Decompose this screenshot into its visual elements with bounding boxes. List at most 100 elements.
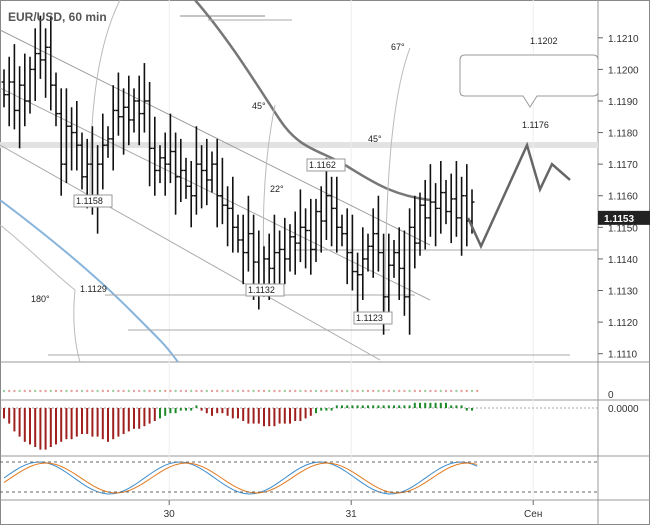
y-tick-label: 1.1120 xyxy=(608,318,638,329)
histogram-bar xyxy=(434,402,437,408)
current-price-label: 1.1153 xyxy=(604,214,634,225)
signal-dot xyxy=(242,389,245,393)
signal-dot xyxy=(288,389,292,393)
indicator-panels: 0 0.0000 xyxy=(0,389,639,495)
chart-title: EUR/USD, 60 min xyxy=(8,10,107,24)
signal-dot xyxy=(236,389,240,393)
signal-dot xyxy=(299,389,302,393)
signal-dot xyxy=(138,389,141,393)
price-label: 1.1123 xyxy=(356,313,383,323)
histogram-bar xyxy=(34,408,37,447)
histogram-bar xyxy=(153,408,156,421)
histogram-bar xyxy=(325,408,328,411)
histogram-bar xyxy=(372,405,375,408)
arc xyxy=(0,224,81,363)
signal-dot xyxy=(195,389,198,393)
histogram-bar xyxy=(13,408,16,432)
signal-dot xyxy=(106,389,110,393)
histogram-bar xyxy=(471,408,473,411)
histogram-bar xyxy=(169,408,172,414)
y-tick-label: 1.1160 xyxy=(608,192,638,203)
signal-dot xyxy=(205,389,208,393)
histogram-bar xyxy=(39,408,42,450)
histogram-bar xyxy=(226,408,229,416)
signal-dot xyxy=(325,389,328,393)
signal-dot xyxy=(408,389,411,393)
signal-dot xyxy=(190,389,193,393)
histogram-bar xyxy=(200,408,203,411)
signal-dot xyxy=(54,389,58,393)
signal-dot xyxy=(127,389,130,393)
histogram-bar xyxy=(455,405,458,408)
histogram-bar xyxy=(335,405,338,408)
x-tick-label: 31 xyxy=(346,509,358,520)
signal-dot xyxy=(366,389,370,393)
signal-dot xyxy=(91,389,94,393)
histogram-bar xyxy=(242,408,245,421)
blue-line xyxy=(0,199,179,363)
histogram-bar xyxy=(289,408,291,424)
price-label: 1.1129 xyxy=(80,284,107,294)
histogram-bar xyxy=(44,408,47,450)
price-label-box xyxy=(245,283,285,297)
histogram-bar xyxy=(450,405,453,408)
signal-dot xyxy=(132,389,136,393)
annotations: 1.1158 1.1129 1.1132 1.1123 1.1162 1.1176 1.12… xyxy=(31,36,599,325)
signal-dot xyxy=(75,389,79,393)
histogram-bar xyxy=(179,408,182,411)
histogram-bar xyxy=(273,408,276,427)
arc xyxy=(384,47,411,321)
signal-dot xyxy=(86,389,89,393)
histogram-bar xyxy=(263,408,265,427)
signal-dot xyxy=(398,389,401,393)
signal-dot xyxy=(122,389,125,393)
price-axis: 1.1210 1.1200 1.1190 1.1180 1.1170 1.1160 1.11… xyxy=(164,34,650,520)
signal-dot xyxy=(476,389,479,393)
signal-dot xyxy=(278,389,281,393)
histogram-bar xyxy=(252,408,255,424)
signal-dot xyxy=(320,389,323,393)
histogram-bar xyxy=(96,408,99,437)
histogram-bar xyxy=(91,408,94,437)
signal-dot xyxy=(101,389,105,393)
histogram-bar xyxy=(419,402,421,408)
histogram-bar xyxy=(299,408,302,421)
histogram-bar xyxy=(315,408,317,414)
histogram-bar xyxy=(445,402,447,408)
signal-dot xyxy=(434,389,437,393)
price-label-box xyxy=(73,194,113,208)
histogram-bar xyxy=(424,402,427,408)
price-label: 1.1132 xyxy=(248,285,275,295)
signal-dot xyxy=(112,389,115,393)
highlight-band xyxy=(0,142,598,149)
histogram-bar xyxy=(304,408,307,419)
histogram-bar xyxy=(320,408,323,411)
histogram-bar xyxy=(346,405,349,408)
signal-dot xyxy=(387,389,390,393)
signal-dot xyxy=(450,389,453,393)
channel-line xyxy=(0,144,381,361)
signal-dot xyxy=(273,389,276,393)
signal-dot xyxy=(231,389,234,393)
histogram-bar xyxy=(257,408,260,424)
signal-dot xyxy=(413,389,416,393)
histogram-bar xyxy=(107,408,109,442)
y-tick-label: 1.1170 xyxy=(608,160,638,171)
signal-dot xyxy=(179,389,182,393)
signal-dot xyxy=(314,389,318,393)
histogram-bar xyxy=(398,405,401,408)
histogram-bar xyxy=(309,408,312,416)
signal-dot xyxy=(184,389,188,393)
signal-dot xyxy=(247,389,250,393)
signal-dot xyxy=(117,389,120,393)
signal-dot xyxy=(226,389,229,393)
signal-dot xyxy=(200,389,203,393)
signal-dot xyxy=(210,389,214,393)
signal-dot xyxy=(18,389,21,393)
signal-dot xyxy=(283,389,286,393)
histogram-bar xyxy=(403,405,406,408)
histogram-bar xyxy=(465,408,468,411)
signal-dot xyxy=(39,389,42,393)
signal-dot xyxy=(262,389,266,393)
